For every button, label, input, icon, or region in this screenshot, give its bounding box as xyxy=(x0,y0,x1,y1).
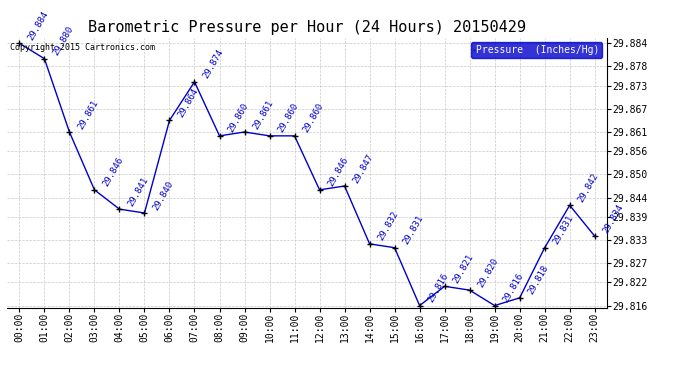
Title: Barometric Pressure per Hour (24 Hours) 20150429: Barometric Pressure per Hour (24 Hours) … xyxy=(88,20,526,35)
Text: 29.818: 29.818 xyxy=(526,264,551,297)
Text: 29.861: 29.861 xyxy=(251,98,275,130)
Text: 29.861: 29.861 xyxy=(77,98,100,130)
Text: 29.841: 29.841 xyxy=(126,176,150,208)
Legend: Pressure  (Inches/Hg): Pressure (Inches/Hg) xyxy=(471,42,602,58)
Text: 29.846: 29.846 xyxy=(101,156,126,189)
Text: 29.874: 29.874 xyxy=(201,48,226,81)
Text: 29.832: 29.832 xyxy=(377,210,400,243)
Text: 29.834: 29.834 xyxy=(602,202,626,235)
Text: 29.860: 29.860 xyxy=(302,102,326,135)
Text: 29.816: 29.816 xyxy=(502,272,526,304)
Text: 29.860: 29.860 xyxy=(226,102,250,135)
Text: 29.831: 29.831 xyxy=(551,214,575,246)
Text: 29.842: 29.842 xyxy=(577,171,600,204)
Text: 29.864: 29.864 xyxy=(177,87,200,119)
Text: 29.884: 29.884 xyxy=(26,9,50,42)
Text: 29.820: 29.820 xyxy=(477,256,500,289)
Text: 29.847: 29.847 xyxy=(351,152,375,184)
Text: 29.821: 29.821 xyxy=(451,252,475,285)
Text: 29.816: 29.816 xyxy=(426,272,451,304)
Text: 29.860: 29.860 xyxy=(277,102,300,135)
Text: 29.846: 29.846 xyxy=(326,156,351,189)
Text: Copyright 2015 Cartronics.com: Copyright 2015 Cartronics.com xyxy=(10,43,155,52)
Text: 29.840: 29.840 xyxy=(151,179,175,212)
Text: 29.880: 29.880 xyxy=(51,25,75,57)
Text: 29.831: 29.831 xyxy=(402,214,426,246)
